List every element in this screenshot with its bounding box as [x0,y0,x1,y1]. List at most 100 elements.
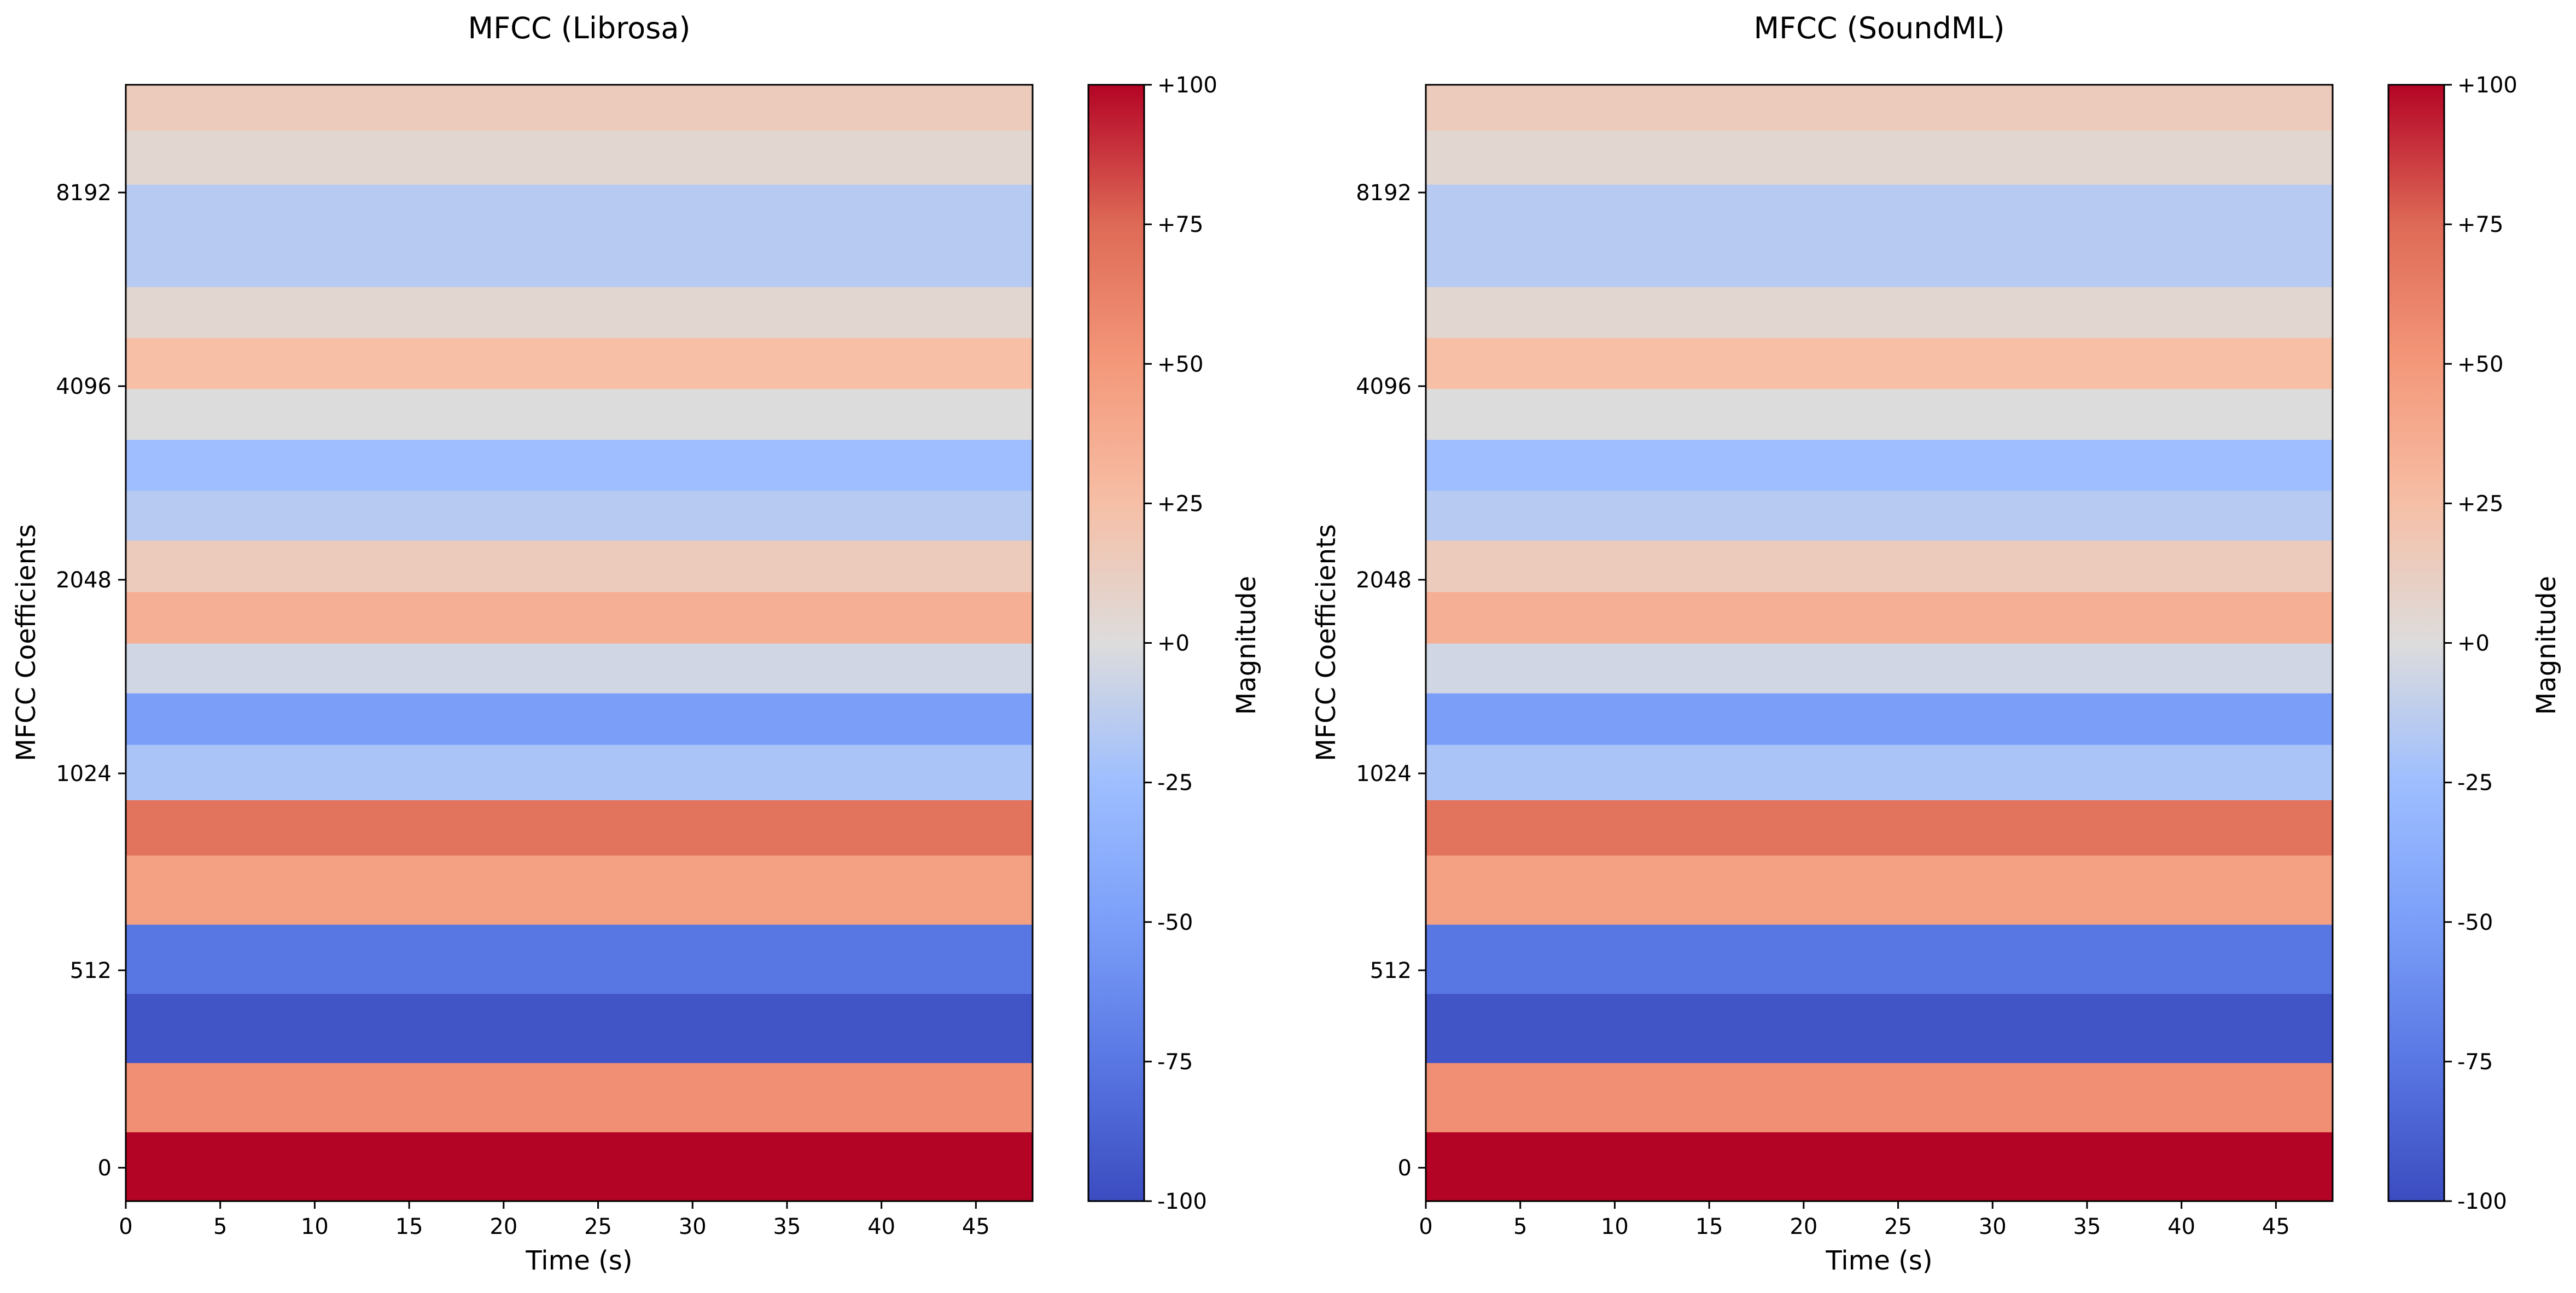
heatmap-band [126,855,1033,925]
heatmap-band [1426,490,2333,541]
x-tick-label: 10 [301,1214,329,1239]
x-tick-label: 45 [962,1214,990,1239]
colorbar-ticks: +100 +75 +50 +25 +0 -25 -50 -75 -100 [1144,73,1217,1214]
heatmap-band [126,924,1033,994]
heatmap-band [126,591,1033,644]
chart-panel-soundml: MFCC (SoundML) 0 5 10 15 20 25 30 35 40 45 0 512 10… [1311,11,2562,1276]
colorbar-ticks: +100 +75 +50 +25 +0 -25 -50 -75 -100 [2444,73,2517,1214]
y-ticks: 0 512 1024 2048 4096 8192 [1356,180,1426,1181]
colorbar-tick-label: +100 [2457,73,2517,98]
colorbar-tick-label: -75 [2457,1050,2493,1075]
x-tick-label: 15 [395,1214,423,1239]
heatmap-band [126,85,1033,131]
x-tick-label: 35 [773,1214,801,1239]
colorbar-tick-label: +75 [1157,212,1203,237]
heatmap-band [1426,184,2333,287]
x-tick-label: 20 [489,1214,517,1239]
colorbar-label: Magnitude [2531,576,2562,715]
heatmap-band [1426,439,2333,491]
x-tick-label: 10 [1601,1214,1629,1239]
colorbar-tick-label: -50 [1157,910,1193,935]
colorbar-tick-label: -75 [1157,1050,1193,1075]
heatmap-band [126,540,1033,592]
heatmap-band [1426,85,2333,131]
x-tick-label: 40 [867,1214,895,1239]
colorbar-tick-label: -25 [1157,771,1193,796]
x-tick-label: 5 [213,1214,227,1239]
x-tick-label: 30 [679,1214,707,1239]
y-tick-label: 4096 [1356,374,1412,399]
colorbar [1087,84,1145,1202]
x-ticks: 0 5 10 15 20 25 30 35 40 45 [119,1201,990,1239]
heatmap-band [126,693,1033,745]
y-tick-label: 4096 [56,374,112,399]
colorbar-tick-label: +50 [2457,352,2503,377]
heatmap-band [126,388,1033,440]
x-tick-label: 25 [584,1214,612,1239]
heatmap-band [126,993,1033,1063]
colorbar-tick-label: +25 [2457,491,2503,516]
heatmap-band [126,184,1033,287]
colorbar [2387,84,2445,1202]
heatmap-band [1426,924,2333,994]
x-tick-label: 35 [2073,1214,2101,1239]
heatmap-band [126,1132,1033,1202]
heatmap-band [1426,337,2333,389]
y-axis-label: MFCC Coefficients [11,524,42,761]
y-tick-label: 1024 [1356,761,1412,787]
plot-frame [125,84,1034,1202]
heatmap-band [126,643,1033,694]
heatmap-cells [126,85,1033,1202]
heatmap-band [126,800,1033,856]
heatmap-band [126,1063,1033,1133]
colorbar-tick-label: +100 [1157,73,1217,98]
y-tick-label: 0 [98,1156,112,1181]
x-tick-label: 0 [119,1214,132,1239]
colorbar-tick-label: -100 [1157,1189,1207,1214]
x-tick-label: 20 [1790,1214,1817,1239]
heatmap-band [126,337,1033,389]
heatmap-band [1426,693,2333,745]
colorbar-tick-label: -100 [2457,1189,2507,1214]
heatmap-band [1426,744,2333,800]
heatmap-band [1426,388,2333,440]
heatmap-cells [1426,85,2333,1202]
x-tick-label: 5 [1513,1214,1527,1239]
y-tick-label: 8192 [1356,180,1412,206]
y-tick-label: 512 [1370,958,1412,983]
heatmap-band [1426,591,2333,644]
heatmap-band [1426,643,2333,694]
heatmap-band [1426,800,2333,856]
heatmap-band [1426,993,2333,1063]
y-tick-label: 2048 [1356,568,1412,593]
y-tick-label: 512 [70,958,112,983]
heatmap-band [126,130,1033,185]
plot-frame [1425,84,2334,1202]
y-axis-label: MFCC Coefficients [1311,524,1342,761]
x-tick-label: 40 [2167,1214,2195,1239]
heatmap-band [126,439,1033,491]
colorbar-tick-label: -50 [2457,910,2493,935]
colorbar-tick-label: +0 [1157,631,1190,656]
y-tick-label: 0 [1398,1156,1412,1181]
y-ticks: 0 512 1024 2048 4096 8192 [56,180,126,1181]
x-tick-label: 0 [1419,1214,1432,1239]
chart-title: MFCC (SoundML) [1753,11,2004,45]
heatmap-band [1426,855,2333,925]
heatmap-band [1426,1063,2333,1133]
heatmap-band [126,490,1033,541]
x-tick-label: 45 [2262,1214,2290,1239]
heatmap-band [126,744,1033,800]
colorbar-tick-label: +75 [2457,212,2503,237]
colorbar-tick-label: -25 [2457,771,2493,796]
x-axis-label: Time (s) [525,1245,632,1276]
heatmap-band [1426,287,2333,339]
x-tick-label: 30 [1979,1214,2007,1239]
heatmap-band [126,287,1033,339]
y-tick-label: 2048 [56,568,112,593]
x-tick-label: 25 [1884,1214,1912,1239]
chart-title: MFCC (Librosa) [468,11,690,45]
x-tick-label: 15 [1695,1214,1723,1239]
colorbar-label: Magnitude [1231,576,1262,715]
